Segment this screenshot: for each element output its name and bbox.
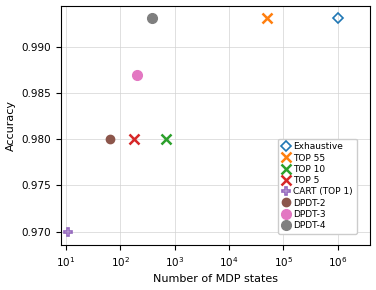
X-axis label: Number of MDP states: Number of MDP states <box>153 274 278 284</box>
Y-axis label: Accuracy: Accuracy <box>6 100 15 151</box>
Legend: Exhaustive, TOP 55, TOP 10, TOP 5, CART (TOP 1), DPDT-2, DPDT-3, DPDT-4: Exhaustive, TOP 55, TOP 10, TOP 5, CART … <box>278 139 356 234</box>
